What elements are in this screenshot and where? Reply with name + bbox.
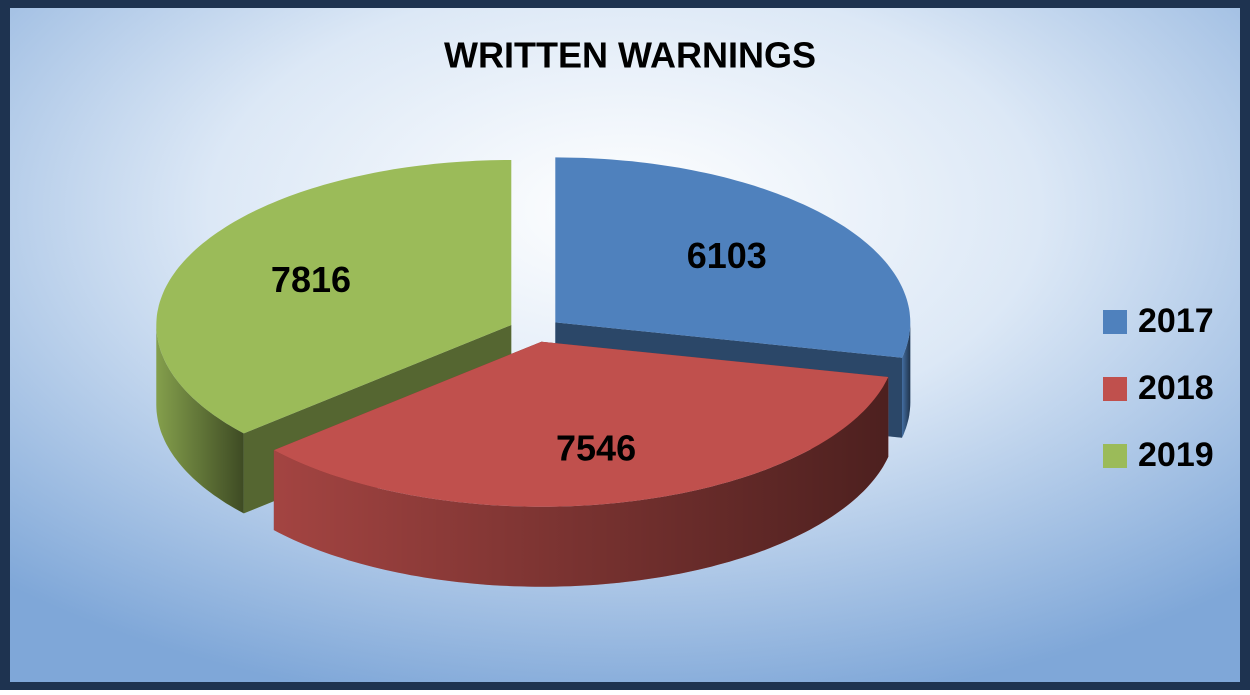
legend-swatch — [1103, 377, 1127, 401]
pie-slice — [156, 160, 512, 434]
slice-side-shade — [156, 325, 244, 514]
data-label: 7816 — [271, 259, 351, 300]
pie-slice — [273, 341, 889, 507]
slice-side-shade — [273, 377, 889, 587]
legend-swatch — [1103, 444, 1127, 468]
legend-label: 2017 — [1138, 302, 1214, 340]
data-label: 6103 — [687, 235, 767, 276]
legend-label: 2018 — [1138, 369, 1214, 407]
chart-title: WRITTEN WARNINGS — [444, 35, 816, 76]
legend-label: 2019 — [1138, 436, 1214, 474]
legend-swatch — [1103, 310, 1127, 334]
pie-slice — [555, 157, 911, 358]
slice-side-shade — [902, 322, 911, 438]
data-label: 7546 — [556, 427, 636, 468]
